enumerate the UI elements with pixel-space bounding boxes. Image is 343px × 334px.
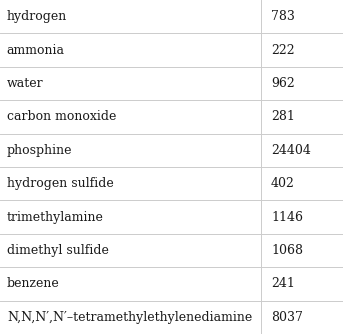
Text: 8037: 8037 (271, 311, 303, 324)
Text: 1146: 1146 (271, 211, 303, 223)
Text: hydrogen sulfide: hydrogen sulfide (7, 177, 114, 190)
Text: water: water (7, 77, 44, 90)
Text: carbon monoxide: carbon monoxide (7, 111, 116, 123)
Text: 222: 222 (271, 44, 295, 56)
Text: 962: 962 (271, 77, 295, 90)
Text: hydrogen: hydrogen (7, 10, 67, 23)
Text: 1068: 1068 (271, 244, 303, 257)
Text: 783: 783 (271, 10, 295, 23)
Text: 402: 402 (271, 177, 295, 190)
Text: dimethyl sulfide: dimethyl sulfide (7, 244, 109, 257)
Text: 281: 281 (271, 111, 295, 123)
Text: benzene: benzene (7, 278, 60, 290)
Text: trimethylamine: trimethylamine (7, 211, 104, 223)
Text: 24404: 24404 (271, 144, 311, 157)
Text: phosphine: phosphine (7, 144, 72, 157)
Text: ammonia: ammonia (7, 44, 65, 56)
Text: N,N,N′,N′–tetramethylethylenediamine: N,N,N′,N′–tetramethylethylenediamine (7, 311, 252, 324)
Text: 241: 241 (271, 278, 295, 290)
